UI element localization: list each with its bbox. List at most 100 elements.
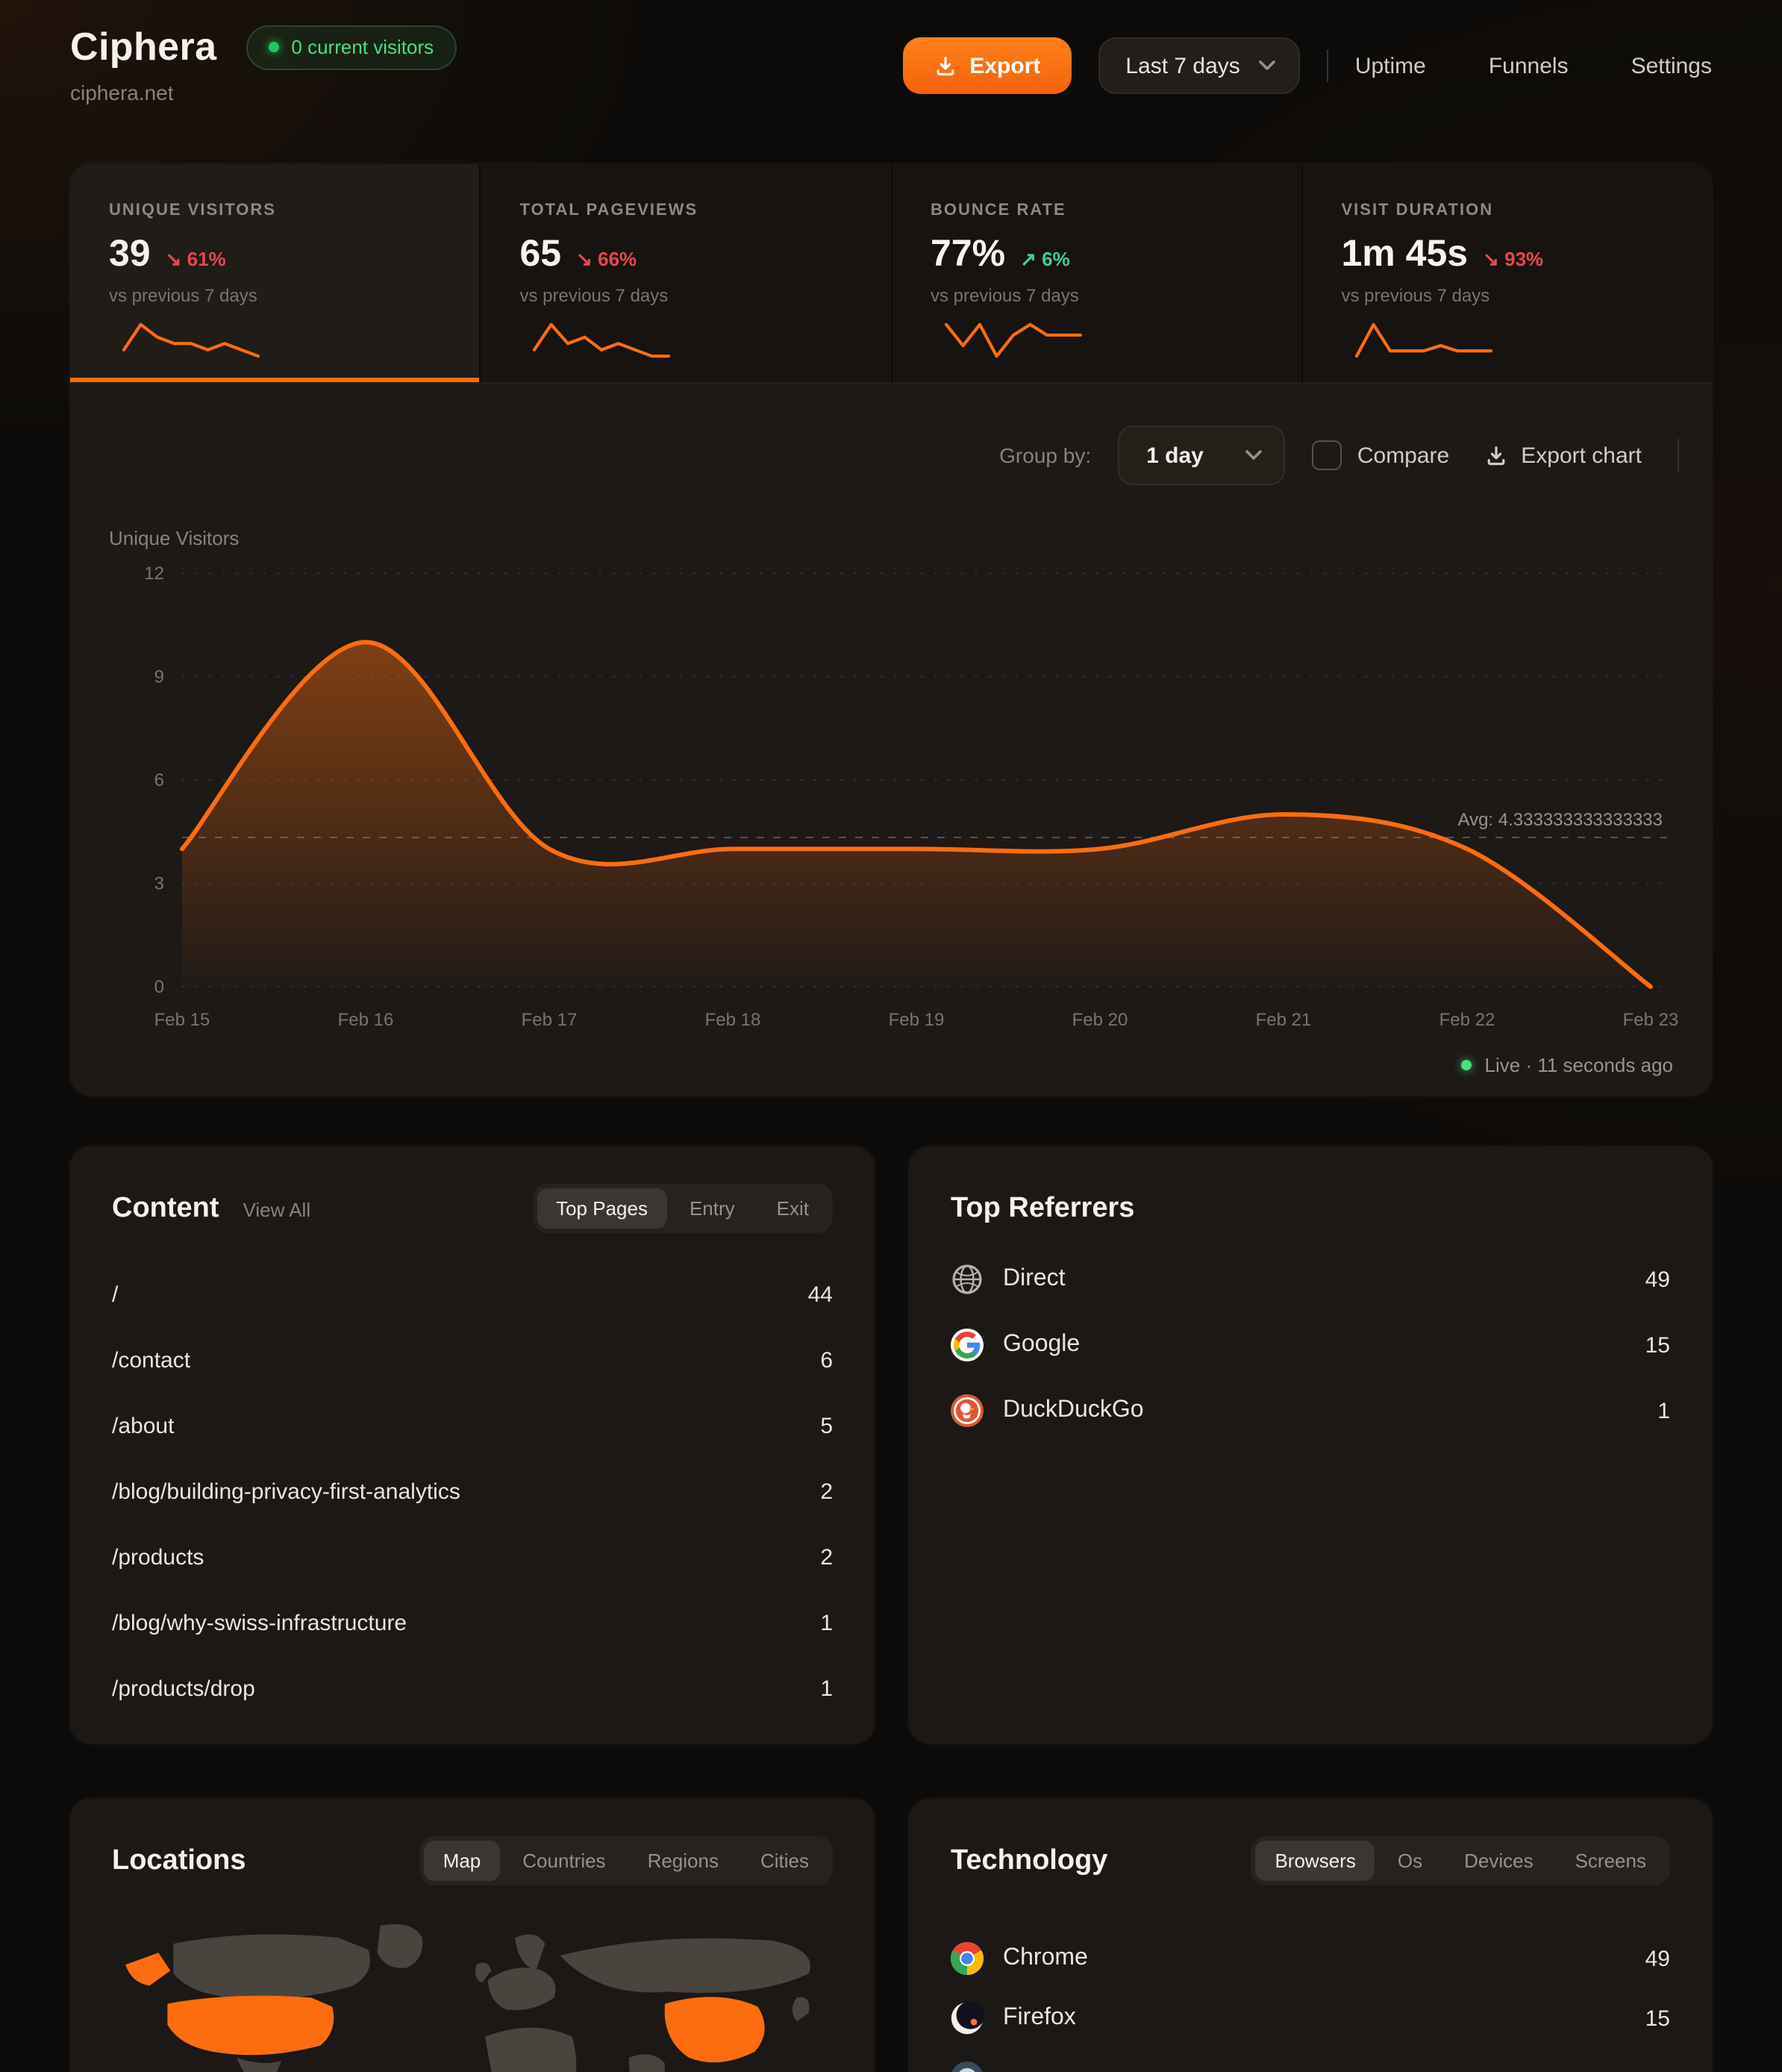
svg-text:Feb 18: Feb 18: [705, 1010, 761, 1030]
stat-tab-total-pageviews[interactable]: TOTAL PAGEVIEWS 65 ↘ 66% vs previous 7 days: [481, 164, 892, 384]
site-domain: ciphera.net: [70, 81, 174, 104]
visitors-area-chart[interactable]: 0 3 6 9 12 Avg: 4.333333333333333 Feb 15 Feb 16…: [70, 551, 1712, 1043]
referrers-card: Top Referrers Direct 49 Google 15 DuckDuckGo…: [909, 1146, 1712, 1744]
globe-icon: [951, 1263, 984, 1296]
stat-value: 1m 45s: [1341, 233, 1469, 275]
map-africa: [484, 2027, 576, 2072]
referrers-title: Top Referrers: [951, 1192, 1135, 1223]
referrer-row-duckduckgo[interactable]: DuckDuckGo 1: [951, 1378, 1670, 1444]
locations-tab-countries[interactable]: Countries: [503, 1841, 625, 1881]
group-by-value: 1 day: [1146, 443, 1204, 468]
stat-compare-label: vs previous 7 days: [109, 285, 257, 306]
stat-delta: ↗ 6%: [1020, 248, 1070, 270]
referrer-rows: Direct 49 Google 15 DuckDuckGo 1: [951, 1246, 1670, 1444]
stat-compare-label: vs previous 7 days: [519, 285, 669, 306]
content-card: Content View All Top Pages Entry Exit /44/…: [70, 1146, 875, 1744]
content-tab-top-pages[interactable]: Top Pages: [537, 1188, 667, 1229]
stat-delta: ↘ 61%: [165, 248, 226, 270]
content-rows: / 44/contact 6/about 5/blog/building-privac…: [112, 1261, 833, 1721]
referrer-row-google[interactable]: Google 15: [951, 1312, 1670, 1378]
technology-title: Technology: [951, 1844, 1108, 1876]
svg-text:Feb 19: Feb 19: [889, 1010, 945, 1030]
compare-checkbox[interactable]: [1312, 440, 1342, 470]
technology-tab-os[interactable]: Os: [1378, 1841, 1442, 1881]
svg-text:6: 6: [154, 770, 164, 790]
svg-text:Feb 23: Feb 23: [1623, 1010, 1679, 1030]
live-dot-icon: [269, 42, 280, 52]
stat-tab-bounce-rate[interactable]: BOUNCE RATE 77% ↗ 6% vs previous 7 days: [892, 164, 1303, 384]
page-path: /: [112, 1282, 119, 1307]
world-map[interactable]: [112, 1920, 833, 2072]
export-chart-label: Export chart: [1521, 443, 1642, 468]
export-label: Export: [969, 53, 1041, 78]
technology-tabs: Browsers Os Devices Screens: [1251, 1836, 1670, 1885]
content-row[interactable]: /products/drop 1: [112, 1656, 833, 1721]
duckduckgo-icon: [951, 1394, 984, 1427]
page-count: 1: [820, 1676, 833, 1701]
stat-label: VISIT DURATION: [1341, 202, 1494, 219]
nav-uptime[interactable]: Uptime: [1354, 53, 1426, 78]
stat-tab-unique-visitors[interactable]: UNIQUE VISITORS 39 ↘ 61% vs previous 7 days: [70, 164, 481, 384]
referrer-row-direct[interactable]: Direct 49: [951, 1246, 1670, 1312]
content-tab-entry[interactable]: Entry: [670, 1188, 754, 1229]
date-range-select[interactable]: Last 7 days: [1098, 37, 1300, 94]
svg-text:0: 0: [154, 977, 164, 997]
live-status: Live · 11 seconds ago: [1460, 1054, 1673, 1076]
browser-row[interactable]: [951, 2048, 1670, 2072]
browser-count: 15: [1645, 2006, 1670, 2031]
svg-text:Feb 21: Feb 21: [1256, 1010, 1312, 1030]
browser-name: Firefox: [1003, 2005, 1076, 2030]
browser-count: 49: [1645, 1946, 1670, 1971]
export-button[interactable]: Export: [902, 37, 1072, 94]
technology-rows: Chrome 49 Firefox 15: [951, 1929, 1670, 2072]
content-row[interactable]: /about 5: [112, 1393, 833, 1458]
export-chart-button[interactable]: Export chart: [1476, 441, 1651, 469]
content-tab-exit[interactable]: Exit: [757, 1188, 828, 1229]
stat-compare-label: vs previous 7 days: [931, 285, 1079, 306]
group-by-select[interactable]: 1 day: [1118, 425, 1286, 485]
browser-row-chrome[interactable]: Chrome 49: [951, 1929, 1670, 1988]
live-dot-icon: [1460, 1060, 1472, 1070]
technology-tab-devices[interactable]: Devices: [1445, 1841, 1553, 1881]
svg-text:12: 12: [144, 564, 164, 584]
svg-text:Feb 15: Feb 15: [154, 1010, 210, 1030]
stat-tab-visit-duration[interactable]: VISIT DURATION 1m 45s ↘ 93% vs previous 7 d…: [1302, 164, 1712, 384]
header: Ciphera 0 current visitors ciphera.net E…: [70, 24, 1712, 104]
google-icon: [951, 1329, 984, 1361]
stat-label: TOTAL PAGEVIEWS: [519, 202, 698, 219]
technology-tab-screens[interactable]: Screens: [1556, 1841, 1666, 1881]
map-china-highlight: [663, 1997, 764, 2063]
nav-settings[interactable]: Settings: [1631, 53, 1712, 78]
page-path: /blog/building-privacy-first-analytics: [112, 1479, 460, 1504]
main-nav: Uptime Funnels Settings: [1355, 53, 1712, 78]
content-row[interactable]: / 44: [112, 1261, 833, 1327]
nav-funnels[interactable]: Funnels: [1488, 53, 1569, 78]
locations-tab-cities[interactable]: Cities: [741, 1841, 828, 1881]
map-japan: [791, 1997, 809, 2022]
compare-control[interactable]: Compare: [1312, 440, 1449, 470]
page-path: /contact: [112, 1347, 191, 1373]
content-tabs: Top Pages Entry Exit: [532, 1184, 833, 1233]
chevron-down-icon: [1246, 450, 1263, 460]
content-row[interactable]: /blog/why-swiss-infrastructure 1: [112, 1590, 833, 1656]
content-row[interactable]: /blog/building-privacy-first-analytics 2: [112, 1458, 833, 1524]
map-uk: [475, 1962, 491, 1983]
map-alaska-highlight: [125, 1953, 170, 1986]
browser-row-firefox[interactable]: Firefox 15: [951, 1988, 1670, 2048]
content-row[interactable]: /products 2: [112, 1524, 833, 1590]
chart-series-label: Unique Visitors: [109, 527, 240, 549]
locations-tab-map[interactable]: Map: [423, 1841, 501, 1881]
map-russia: [559, 1938, 810, 1993]
technology-tab-browsers[interactable]: Browsers: [1255, 1841, 1375, 1881]
content-row[interactable]: /contact 6: [112, 1327, 833, 1393]
current-visitors-badge[interactable]: 0 current visitors: [246, 25, 457, 69]
locations-tabs: Map Countries Regions Cities: [419, 1836, 833, 1885]
brand-block: Ciphera 0 current visitors ciphera.net: [70, 24, 457, 104]
site-title: Ciphera: [70, 24, 217, 69]
view-all-link[interactable]: View All: [243, 1198, 311, 1220]
header-divider: [1326, 49, 1328, 82]
stat-label: UNIQUE VISITORS: [109, 202, 276, 219]
locations-tab-regions[interactable]: Regions: [628, 1841, 738, 1881]
referrer-count: 1: [1657, 1398, 1670, 1423]
